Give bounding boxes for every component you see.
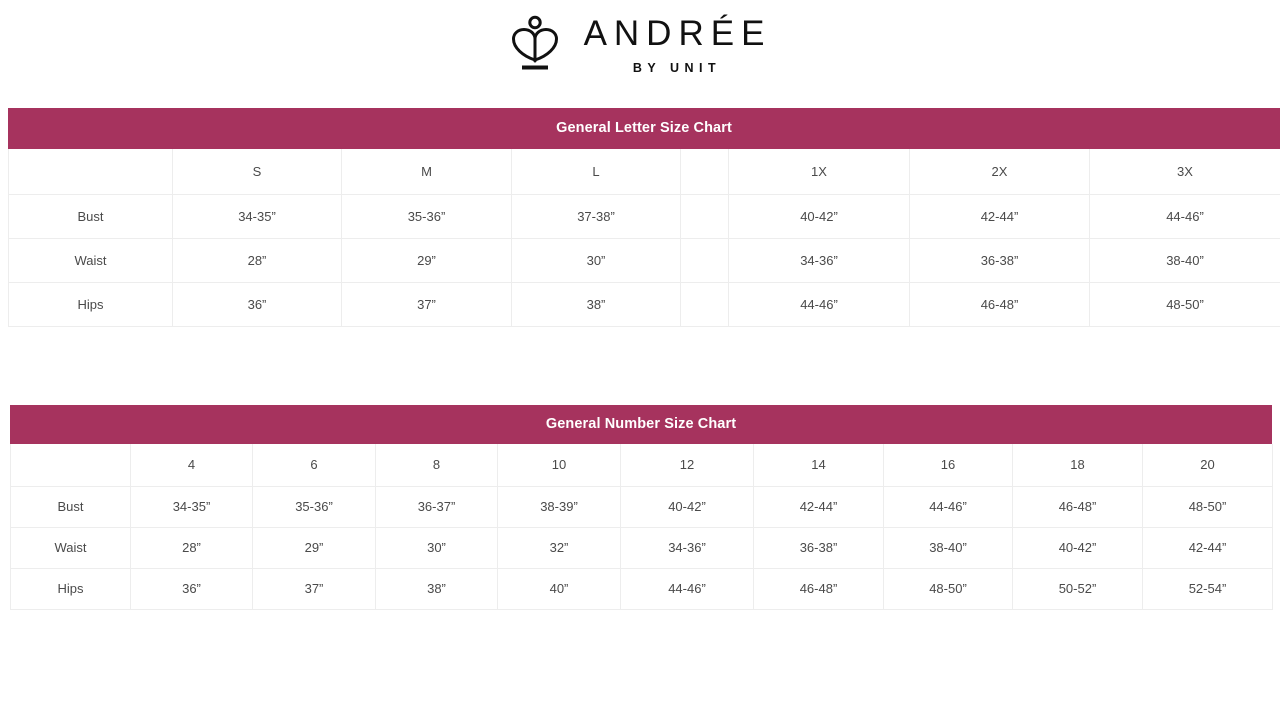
table-row: Waist 28” 29” 30” 34-36” 36-38” 38-40”	[8, 238, 1280, 283]
brand-wordmark: ANDRÉE BY UNIT	[577, 14, 772, 75]
table-cell: 42-44”	[909, 194, 1090, 239]
row-label: Bust	[8, 194, 173, 239]
table-cell: 29”	[252, 527, 376, 569]
table-cell: 44-46”	[883, 486, 1013, 528]
table-header-row: S M L 1X 2X 3X	[8, 149, 1280, 195]
table-cell: 40-42”	[620, 486, 754, 528]
table-cell-spacer	[680, 282, 729, 327]
table-cell: 42-44”	[1142, 527, 1273, 569]
table-cell: 38”	[511, 282, 681, 327]
row-label: Bust	[10, 486, 131, 528]
table-row: Hips 36” 37” 38” 44-46” 46-48” 48-50”	[8, 282, 1280, 327]
column-header-16: 16	[883, 444, 1013, 487]
number-size-chart-title: General Number Size Chart	[10, 405, 1272, 444]
column-header-20: 20	[1142, 444, 1273, 487]
brand-header: ANDRÉE BY UNIT	[0, 14, 1280, 75]
column-header-l: L	[511, 149, 681, 195]
table-cell: 35-36”	[341, 194, 512, 239]
tulip-logo-icon	[511, 16, 558, 70]
table-cell: 36”	[172, 282, 342, 327]
table-cell: 44-46”	[620, 568, 754, 610]
table-cell: 30”	[375, 527, 498, 569]
table-cell: 40-42”	[1012, 527, 1143, 569]
table-cell: 46-48”	[753, 568, 884, 610]
column-header-10: 10	[497, 444, 621, 487]
table-cell: 36-37”	[375, 486, 498, 528]
table-cell: 52-54”	[1142, 568, 1273, 610]
table-cell: 48-50”	[1142, 486, 1273, 528]
table-cell: 34-35”	[130, 486, 253, 528]
column-header-2x: 2X	[909, 149, 1090, 195]
table-row: Waist 28” 29” 30” 32” 34-36” 36-38” 38-4…	[10, 527, 1273, 569]
table-cell: 28”	[130, 527, 253, 569]
table-cell: 44-46”	[1089, 194, 1280, 239]
table-cell: 38”	[375, 568, 498, 610]
table-cell: 37”	[341, 282, 512, 327]
column-header-spacer	[680, 149, 729, 195]
table-cell: 40-42”	[728, 194, 910, 239]
table-cell: 30”	[511, 238, 681, 283]
column-header-4: 4	[130, 444, 253, 487]
column-header	[10, 444, 131, 487]
brand-tagline: BY UNIT	[632, 61, 722, 75]
table-cell-spacer	[680, 194, 729, 239]
table-cell: 38-40”	[883, 527, 1013, 569]
letter-size-chart: General Letter Size Chart S M L 1X 2X 3X	[8, 108, 1280, 327]
row-label: Waist	[10, 527, 131, 569]
table-cell-spacer	[680, 238, 729, 283]
column-header-s: S	[172, 149, 342, 195]
table-header-row: 4 6 8 10 12 14 16 18 20	[10, 444, 1273, 487]
table-cell: 37”	[252, 568, 376, 610]
table-cell: 34-36”	[728, 238, 910, 283]
table-cell: 28”	[172, 238, 342, 283]
row-label: Waist	[8, 238, 173, 283]
table-cell: 48-50”	[883, 568, 1013, 610]
table-cell: 34-35”	[172, 194, 342, 239]
column-header-m: M	[341, 149, 512, 195]
table-cell: 46-48”	[909, 282, 1090, 327]
letter-size-table: S M L 1X 2X 3X Bust 34-35” 35-36” 37-38”…	[8, 149, 1280, 327]
table-cell: 50-52”	[1012, 568, 1143, 610]
table-cell: 38-39”	[497, 486, 621, 528]
table-cell: 38-40”	[1089, 238, 1280, 283]
table-row: Bust 34-35” 35-36” 36-37” 38-39” 40-42” …	[10, 486, 1273, 528]
table-cell: 48-50”	[1089, 282, 1280, 327]
row-label: Hips	[10, 568, 131, 610]
number-size-chart: General Number Size Chart 4 6 8 10 12 14…	[10, 405, 1273, 610]
table-row: Bust 34-35” 35-36” 37-38” 40-42” 42-44” …	[8, 194, 1280, 239]
table-cell: 42-44”	[753, 486, 884, 528]
table-cell: 34-36”	[620, 527, 754, 569]
table-cell: 29”	[341, 238, 512, 283]
table-cell: 36-38”	[753, 527, 884, 569]
column-header-6: 6	[252, 444, 376, 487]
table-cell: 46-48”	[1012, 486, 1143, 528]
column-header-18: 18	[1012, 444, 1143, 487]
column-header-8: 8	[375, 444, 498, 487]
column-header-12: 12	[620, 444, 754, 487]
table-cell: 36”	[130, 568, 253, 610]
column-header-3x: 3X	[1089, 149, 1280, 195]
table-row: Hips 36” 37” 38” 40” 44-46” 46-48” 48-50…	[10, 568, 1273, 610]
brand-name: ANDRÉE	[583, 14, 772, 53]
table-cell: 35-36”	[252, 486, 376, 528]
table-cell: 36-38”	[909, 238, 1090, 283]
table-cell: 32”	[497, 527, 621, 569]
column-header-1x: 1X	[728, 149, 910, 195]
row-label: Hips	[8, 282, 173, 327]
column-header	[8, 149, 173, 195]
column-header-14: 14	[753, 444, 884, 487]
table-cell: 44-46”	[728, 282, 910, 327]
table-cell: 40”	[497, 568, 621, 610]
table-cell: 37-38”	[511, 194, 681, 239]
number-size-table: 4 6 8 10 12 14 16 18 20 Bust 34-35” 35-3…	[10, 444, 1273, 610]
letter-size-chart-title: General Letter Size Chart	[8, 108, 1280, 149]
